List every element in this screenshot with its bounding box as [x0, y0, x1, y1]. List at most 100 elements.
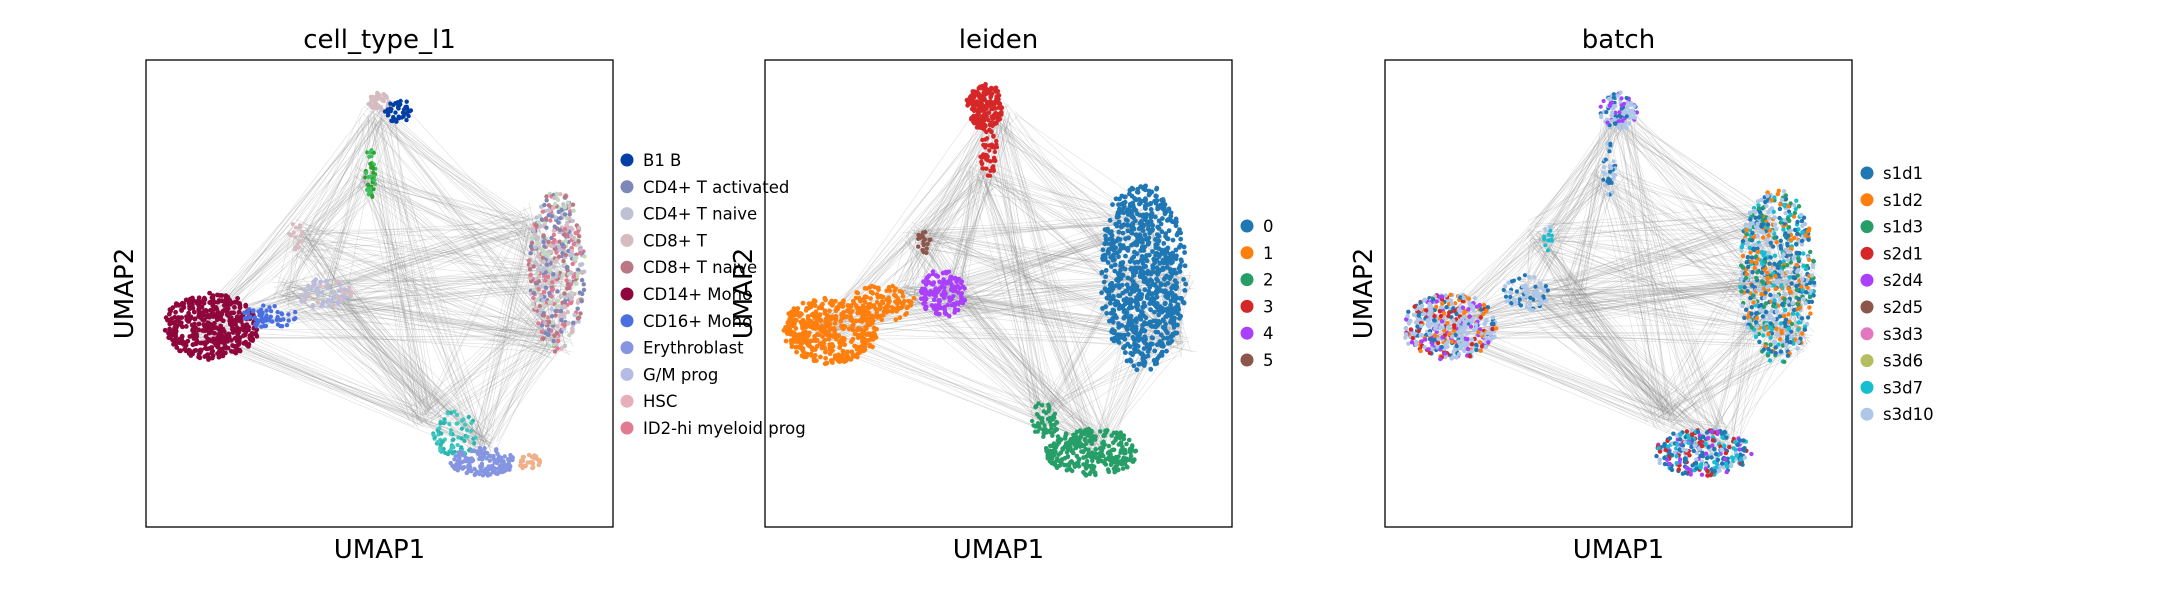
- point-myeloid-prog: [523, 463, 528, 469]
- graph-edge: [1575, 182, 1609, 294]
- point-cluster-4: [948, 274, 954, 280]
- graph-edge: [1618, 103, 1653, 412]
- point-cluster-3: [990, 165, 995, 170]
- graph-edge: [298, 221, 522, 236]
- point-cluster-1: [816, 317, 821, 323]
- point-cd14-mono: [230, 330, 236, 335]
- point-cd4-t: [550, 320, 556, 325]
- graph-edge: [347, 121, 381, 289]
- graph-edge: [201, 230, 528, 327]
- graph-edge: [1542, 288, 1669, 402]
- graph-edge: [1669, 415, 1673, 420]
- point-cluster-1: [820, 334, 825, 339]
- point-hsc: [438, 442, 443, 447]
- point-cluster-1: [865, 304, 871, 309]
- point-cd4-t: [552, 195, 557, 201]
- graph-edge: [1002, 108, 1098, 456]
- point-cluster-1: [900, 293, 906, 299]
- graph-edge: [380, 118, 560, 335]
- point-cluster-0: [1116, 278, 1121, 284]
- graph-edge: [203, 239, 300, 318]
- graph-edge: [369, 171, 561, 265]
- graph-edge: [429, 280, 552, 406]
- point-cd8-t: [294, 225, 298, 230]
- point-gm-prog: [310, 304, 316, 309]
- point-cluster-1: [899, 290, 905, 295]
- point-cluster-2: [1038, 416, 1044, 421]
- graph-edge: [300, 226, 429, 426]
- graph-edge: [1626, 129, 1725, 444]
- point-cluster-0: [1140, 224, 1146, 230]
- graph-edge: [949, 296, 1102, 433]
- point-cluster-0: [1155, 278, 1160, 283]
- point-cluster-0: [1145, 268, 1151, 274]
- graph-edge: [382, 119, 560, 332]
- point-cluster-2: [1084, 454, 1089, 459]
- point-cluster-0: [1107, 300, 1113, 306]
- point-t-activated: [364, 171, 368, 175]
- graph-edge: [195, 336, 484, 441]
- graph-edge: [968, 170, 973, 180]
- point-cd4-t: [562, 291, 567, 296]
- graph-edge: [949, 295, 1189, 339]
- point-cd14-mono: [202, 328, 208, 334]
- graph-edge: [372, 109, 484, 447]
- graph-edge: [1790, 286, 1793, 335]
- graph-edge: [425, 330, 558, 407]
- point-cd4-t: [528, 244, 534, 249]
- point-cluster-1: [855, 290, 861, 296]
- point-cluster-0: [1159, 247, 1164, 253]
- graph-edge: [898, 103, 1010, 286]
- graph-edge: [380, 123, 472, 450]
- point-erythroblast: [459, 460, 464, 465]
- graph-edge: [287, 300, 428, 416]
- graph-edge: [194, 219, 527, 343]
- point-cluster-0: [1178, 242, 1183, 248]
- point-cluster-1: [804, 306, 810, 311]
- point-cluster-2: [1108, 462, 1114, 468]
- point-cd4-t: [540, 251, 546, 257]
- graph-edge: [294, 242, 435, 412]
- graph-edge: [363, 183, 562, 269]
- graph-edge: [304, 255, 557, 282]
- point-cluster-0: [1172, 330, 1178, 336]
- point-cluster-1: [786, 325, 792, 330]
- point-cluster-0: [1159, 305, 1165, 311]
- legend-marker: [620, 394, 634, 408]
- graph-edge: [1543, 121, 1612, 244]
- graph-edge: [479, 339, 551, 443]
- point-cluster-2: [1050, 416, 1056, 422]
- point-cd8-t: [292, 246, 297, 251]
- point-cluster-0: [1164, 249, 1170, 255]
- point-t-activated: [363, 175, 368, 180]
- point-cd14-mono: [230, 343, 236, 348]
- graph-edge: [1529, 280, 1792, 291]
- graph-edge: [1003, 100, 1013, 122]
- point-cluster-0: [1111, 330, 1116, 336]
- point-cluster-1: [895, 305, 901, 310]
- point-cluster-1: [822, 345, 827, 351]
- point-cluster-0: [1140, 260, 1146, 266]
- graph-edge: [482, 339, 561, 445]
- graph-edge: [934, 222, 1053, 421]
- point-cluster-2: [1039, 420, 1045, 425]
- point-cd14-mono: [197, 301, 203, 306]
- graph-edge: [829, 220, 924, 341]
- graph-edge: [429, 272, 561, 424]
- point-cluster-1: [850, 336, 856, 342]
- point-cluster-0: [1136, 226, 1142, 232]
- point-cd4-t: [559, 346, 564, 351]
- graph-edge: [206, 340, 424, 416]
- point-cluster-2: [1054, 456, 1060, 461]
- graph-edge: [977, 173, 1103, 447]
- point-cluster-5: [916, 232, 921, 238]
- graph-edge: [946, 217, 1149, 301]
- point-cluster-4: [933, 273, 939, 278]
- point-t-activated: [368, 161, 373, 166]
- point-cluster-0: [1099, 269, 1105, 275]
- point-cluster-1: [853, 295, 859, 301]
- point-cluster-0: [1132, 249, 1137, 255]
- point-cd14-mono: [237, 335, 243, 340]
- point-cluster-0: [1119, 264, 1125, 270]
- point-cluster-2: [1126, 437, 1132, 443]
